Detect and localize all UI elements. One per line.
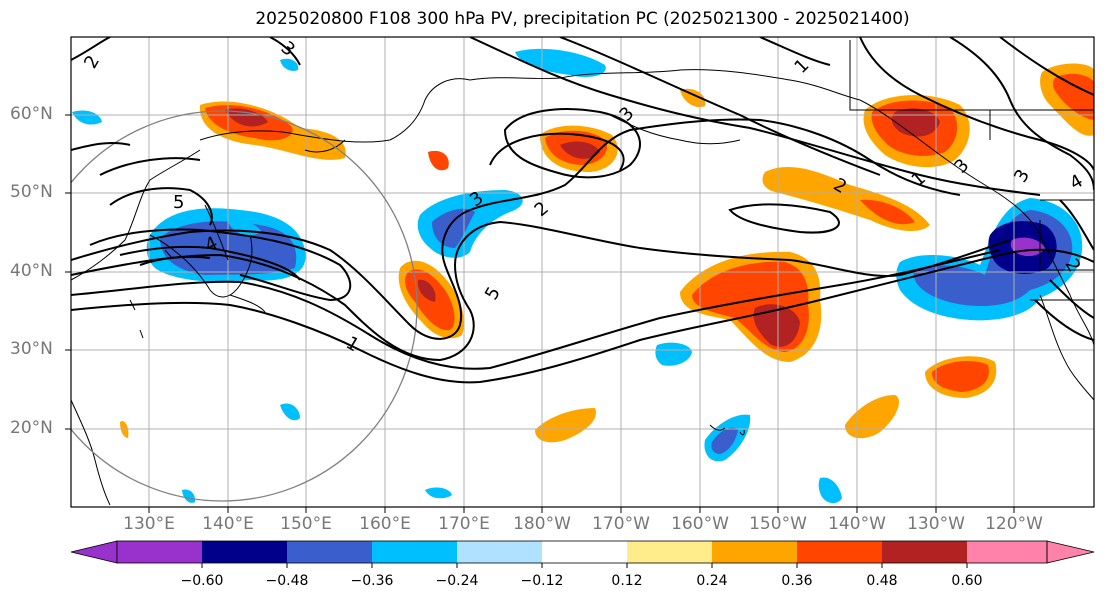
colorbar-segment — [117, 541, 202, 563]
contour-label: 2 — [80, 52, 104, 72]
colorbar-segment — [202, 541, 287, 563]
colorbar-segment — [797, 541, 882, 563]
precip-negative-area — [280, 403, 300, 421]
colorbar-segment — [457, 541, 542, 563]
colorbar-tick-label: 0.24 — [696, 573, 728, 589]
colorbar-tick-label: −0.12 — [520, 573, 564, 589]
precip-positive-area — [225, 108, 268, 127]
lon-label: 130°E — [123, 514, 175, 534]
colorbar-segment — [542, 541, 627, 563]
map-gridlines — [71, 37, 1094, 507]
pv-contours — [71, 37, 1094, 384]
colorbar-segment — [627, 541, 712, 563]
precip-negative-area — [280, 58, 299, 71]
lon-label: 160°E — [359, 514, 411, 534]
lat-label: 40°N — [10, 261, 53, 281]
lon-label: 140°W — [828, 514, 886, 534]
axis-ticks — [65, 114, 1015, 513]
contour-label: 4 — [1066, 170, 1086, 194]
colorbar-tick-label: 0.48 — [866, 573, 898, 589]
precip-positive-area — [560, 141, 600, 159]
colorbar-tick-label: −0.60 — [180, 573, 224, 589]
precip-positive-area — [428, 150, 449, 171]
precip-positive-area — [535, 408, 596, 443]
precip-positive-area — [680, 88, 706, 108]
precip-negative-area — [655, 342, 692, 366]
colorbar-extend-low — [70, 540, 118, 564]
colorbar — [70, 540, 1095, 568]
colorbar-segment — [287, 541, 372, 563]
contour-label: 1 — [342, 332, 362, 356]
colorbar-segment — [882, 541, 967, 563]
map-title: 2025020800 F108 300 hPa PV, precipitatio… — [255, 9, 910, 29]
colorbar-tick-label: −0.24 — [435, 573, 479, 589]
colorbar-tick-label: −0.48 — [265, 573, 309, 589]
precip-negative-area — [515, 48, 606, 77]
colorbar-segment — [372, 541, 457, 563]
contour-label: 5 — [173, 192, 184, 213]
precip-positive-area — [845, 395, 900, 439]
precip-positive-area — [417, 279, 436, 302]
precip-negative-area — [182, 489, 196, 503]
lat-label: 50°N — [10, 182, 53, 202]
lon-label: 150°W — [749, 514, 807, 534]
precip-positive-area — [120, 421, 129, 438]
lon-label: 130°W — [907, 514, 965, 534]
precip-negative-area — [818, 477, 842, 504]
lon-label: 120°W — [985, 514, 1043, 534]
precip-positive-area — [1053, 73, 1094, 120]
precip-positive-area — [753, 304, 800, 347]
contour-label: 3 — [615, 103, 638, 126]
precip-positive-area — [860, 199, 915, 225]
precip-anomaly-fills — [72, 48, 1094, 504]
precip-negative-area — [711, 427, 738, 454]
precip-negative-area — [72, 110, 102, 125]
precip-positive-area — [932, 360, 989, 392]
colorbar-tick-label: 0.60 — [951, 573, 983, 589]
lon-label: 180°W — [513, 514, 571, 534]
colorbar-tick-label: 0.36 — [781, 573, 813, 589]
precip-negative-area — [425, 487, 452, 499]
lon-label: 170°E — [438, 514, 490, 534]
lat-label: 20°N — [10, 418, 53, 438]
colorbar-tick-label: 0.12 — [611, 573, 643, 589]
lon-label: 140°E — [202, 514, 254, 534]
colorbar-tick-label: −0.36 — [350, 573, 394, 589]
lon-label: 150°E — [280, 514, 332, 534]
contour-label: 5 — [481, 283, 505, 303]
contour-label: 2 — [531, 198, 553, 221]
colorbar-segment — [967, 541, 1047, 563]
colorbar-segment — [712, 541, 797, 563]
lat-label: 60°N — [10, 104, 53, 124]
contour-label: 3 — [950, 155, 973, 178]
colorbar-extend-high — [1046, 540, 1095, 564]
lat-label: 30°N — [10, 339, 53, 359]
lon-label: 160°W — [671, 514, 729, 534]
reference-circle — [71, 110, 418, 502]
lon-label: 170°W — [592, 514, 650, 534]
